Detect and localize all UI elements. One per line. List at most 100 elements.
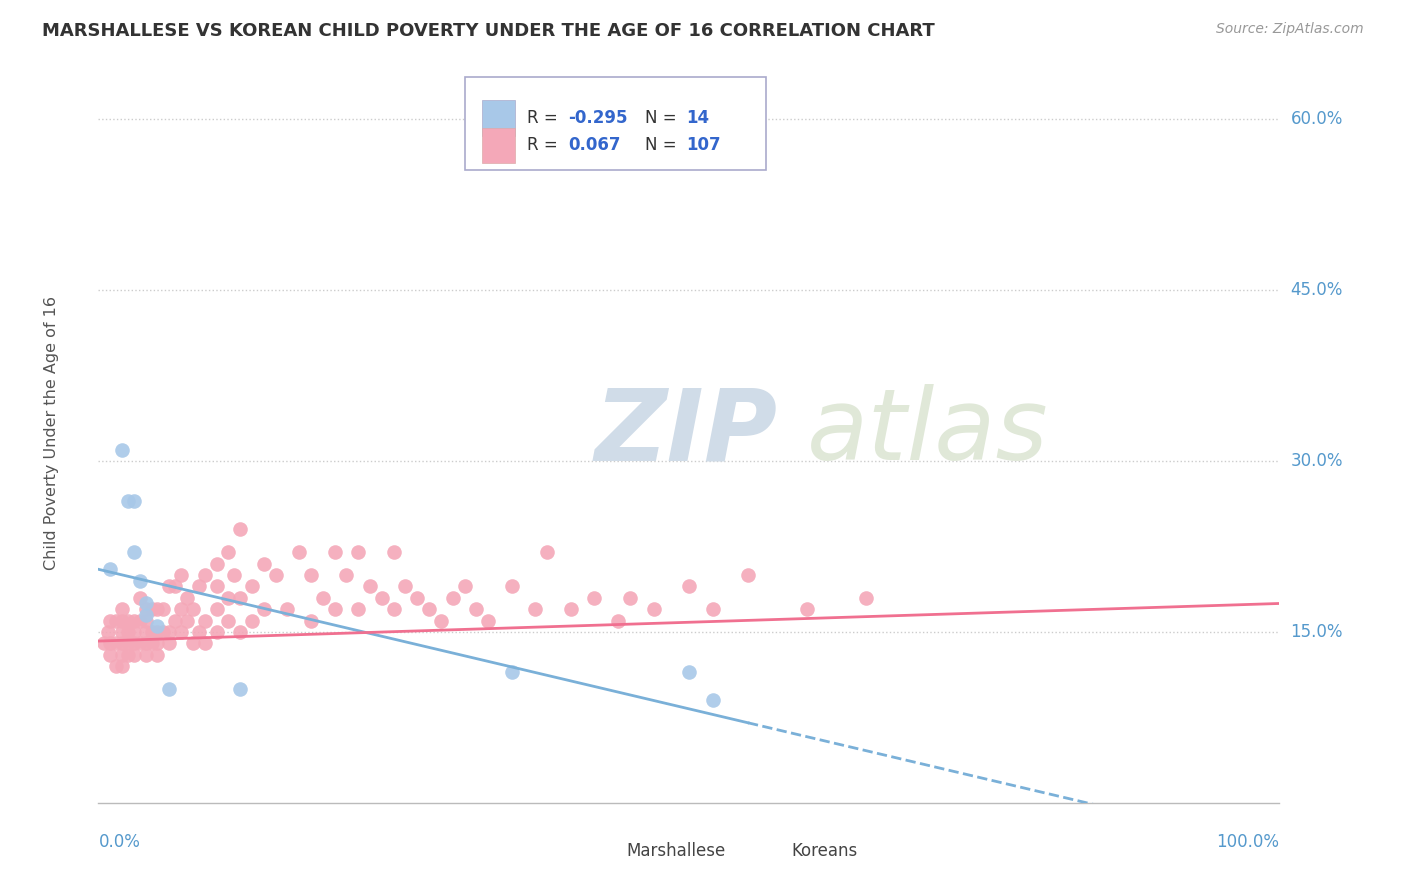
Point — [205, 557, 228, 571]
Point — [441, 591, 464, 605]
Point — [382, 602, 405, 616]
Point — [141, 602, 163, 616]
Point — [141, 636, 163, 650]
Text: -0.295: -0.295 — [568, 109, 628, 127]
Point — [312, 591, 335, 605]
Point — [560, 602, 582, 616]
FancyBboxPatch shape — [482, 128, 516, 163]
Point — [111, 624, 134, 639]
Point — [702, 693, 724, 707]
FancyBboxPatch shape — [464, 78, 766, 169]
Point — [135, 602, 157, 616]
Point — [157, 579, 180, 593]
Point — [128, 614, 150, 628]
Point — [382, 545, 405, 559]
Point — [643, 602, 665, 616]
Point — [117, 624, 139, 639]
Point — [299, 614, 322, 628]
Point — [501, 579, 523, 593]
Point — [146, 648, 169, 662]
Point — [111, 442, 134, 457]
Point — [105, 659, 128, 673]
Text: 60.0%: 60.0% — [1291, 111, 1343, 128]
Point — [229, 591, 252, 605]
Point — [93, 636, 115, 650]
Point — [122, 614, 145, 628]
Text: N =: N = — [645, 136, 682, 154]
FancyBboxPatch shape — [482, 100, 516, 136]
Point — [229, 681, 252, 696]
Point — [359, 579, 381, 593]
Text: Child Poverty Under the Age of 16: Child Poverty Under the Age of 16 — [44, 295, 59, 570]
Text: 30.0%: 30.0% — [1291, 452, 1343, 470]
Point — [253, 557, 276, 571]
Point — [146, 619, 169, 633]
Text: 0.067: 0.067 — [568, 136, 621, 154]
Point — [240, 614, 263, 628]
Text: R =: R = — [527, 109, 564, 127]
Point — [418, 602, 440, 616]
Text: 100.0%: 100.0% — [1216, 833, 1279, 851]
Point — [152, 624, 174, 639]
Point — [111, 614, 134, 628]
Point — [347, 602, 370, 616]
Point — [217, 591, 239, 605]
Text: 15.0%: 15.0% — [1291, 623, 1343, 641]
Point — [97, 624, 120, 639]
Text: N =: N = — [645, 109, 682, 127]
Point — [157, 624, 180, 639]
Point — [205, 602, 228, 616]
Point — [117, 636, 139, 650]
Point — [253, 602, 276, 616]
Point — [477, 614, 499, 628]
Text: 0.0%: 0.0% — [98, 833, 141, 851]
Point — [165, 579, 187, 593]
Text: R =: R = — [527, 136, 564, 154]
Point — [702, 602, 724, 616]
Point — [135, 624, 157, 639]
Point — [583, 591, 606, 605]
Point — [141, 624, 163, 639]
Point — [240, 579, 263, 593]
Point — [111, 636, 134, 650]
Point — [111, 659, 134, 673]
Point — [122, 624, 145, 639]
Point — [146, 636, 169, 650]
Point — [501, 665, 523, 679]
Point — [176, 614, 198, 628]
Point — [98, 636, 121, 650]
Point — [607, 614, 630, 628]
Point — [194, 614, 217, 628]
FancyBboxPatch shape — [589, 842, 619, 860]
Point — [276, 602, 298, 616]
Point — [165, 614, 187, 628]
Point — [264, 568, 287, 582]
Point — [406, 591, 429, 605]
Point — [135, 648, 157, 662]
Point — [117, 614, 139, 628]
FancyBboxPatch shape — [754, 842, 783, 860]
Text: 45.0%: 45.0% — [1291, 281, 1343, 299]
Point — [194, 568, 217, 582]
Point — [176, 591, 198, 605]
Point — [135, 636, 157, 650]
Point — [135, 607, 157, 622]
Point — [117, 648, 139, 662]
Point — [128, 636, 150, 650]
Point — [98, 648, 121, 662]
Point — [430, 614, 453, 628]
Point — [619, 591, 641, 605]
Text: Source: ZipAtlas.com: Source: ZipAtlas.com — [1216, 22, 1364, 37]
Point — [111, 602, 134, 616]
Point — [105, 614, 128, 628]
Point — [187, 579, 209, 593]
Point — [299, 568, 322, 582]
Text: Koreans: Koreans — [792, 842, 858, 860]
Text: ZIP: ZIP — [595, 384, 778, 481]
Point — [135, 597, 157, 611]
Point — [146, 624, 169, 639]
Point — [146, 602, 169, 616]
Point — [122, 545, 145, 559]
Point — [347, 545, 370, 559]
Point — [205, 579, 228, 593]
